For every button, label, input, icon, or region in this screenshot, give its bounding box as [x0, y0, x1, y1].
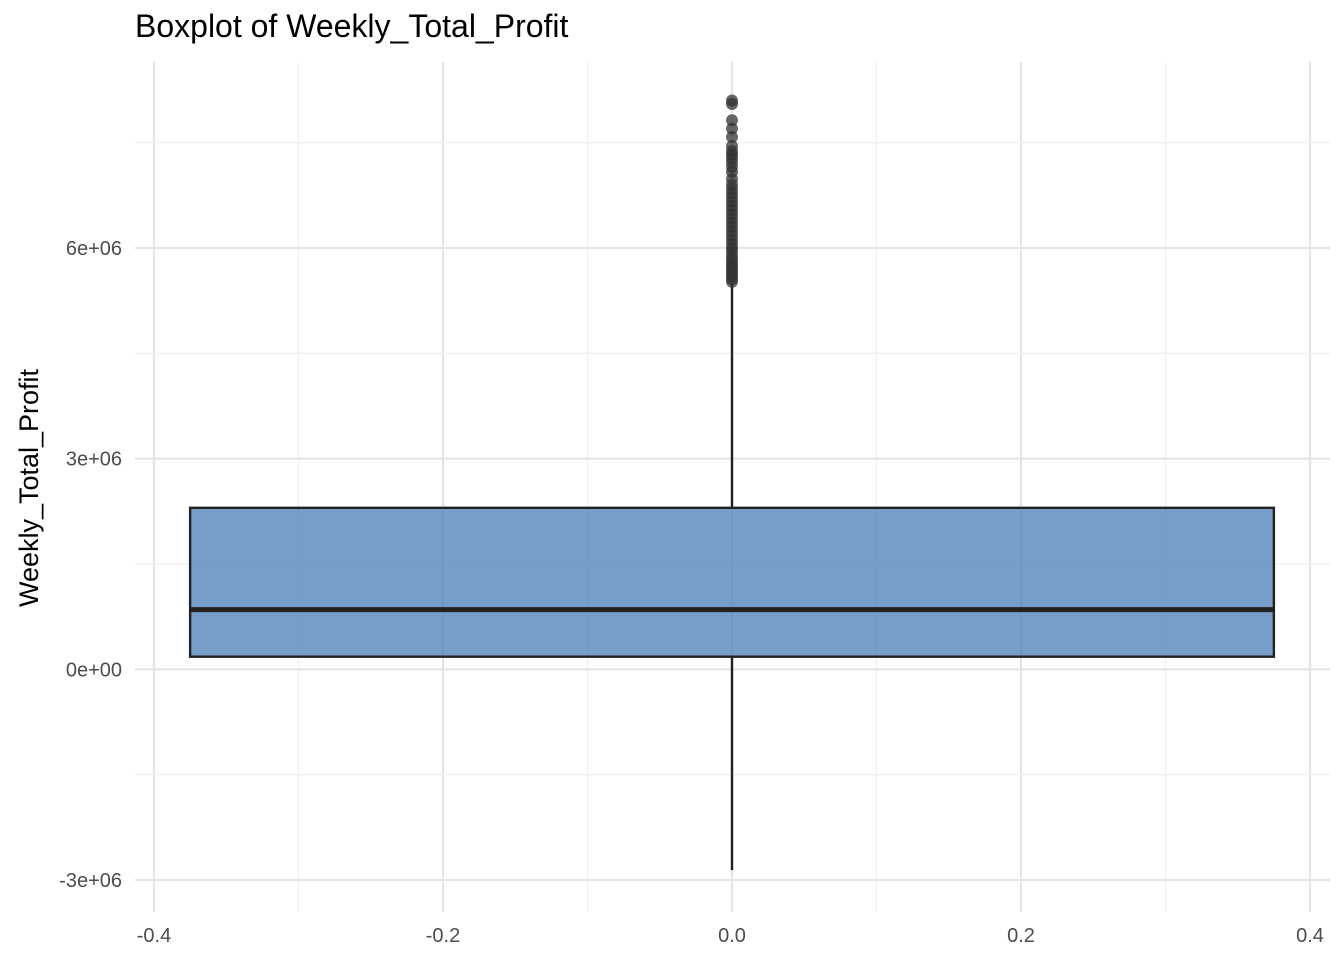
chart-title: Boxplot of Weekly_Total_Profit — [135, 8, 569, 44]
y-axis-label: Weekly_Total_Profit — [14, 368, 44, 607]
x-tick-label: 0.0 — [718, 925, 746, 947]
x-tick-label: -0.4 — [137, 925, 171, 947]
box-group — [188, 94, 1276, 871]
outlier-point — [726, 131, 738, 144]
box-iqr — [188, 506, 1276, 658]
outlier-point — [726, 114, 738, 127]
x-tick-label: -0.2 — [426, 925, 460, 947]
outlier-point — [726, 140, 738, 153]
y-tick-label: 6e+06 — [66, 238, 122, 260]
y-tick-label: 3e+06 — [66, 449, 122, 471]
y-tick-label: -3e+06 — [59, 870, 122, 892]
x-tick-label: 0.4 — [1296, 925, 1324, 947]
y-tick-label: 0e+00 — [66, 659, 122, 681]
axis-labels: -0.4 -0.2 0.0 0.2 0.4 -3e+06 0e+00 3e+06 6e+06 — [59, 238, 1324, 947]
outlier-point — [726, 94, 738, 107]
outlier-point — [726, 122, 738, 135]
x-tick-label: 0.2 — [1007, 925, 1035, 947]
